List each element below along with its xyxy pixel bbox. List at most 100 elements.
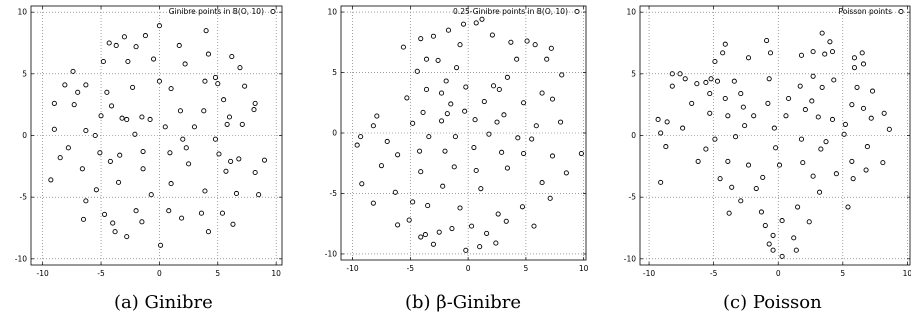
legend-marker: [270, 8, 276, 15]
data-point: [156, 23, 162, 29]
data-point: [93, 187, 99, 193]
data-point: [212, 136, 219, 142]
data-point: [521, 151, 527, 157]
data-point: [499, 149, 505, 155]
data-point: [559, 72, 565, 78]
data-point: [563, 170, 569, 176]
data-point: [869, 88, 876, 94]
x-tick-label: 5: [524, 264, 529, 273]
data-point: [98, 113, 104, 119]
data-point: [800, 160, 806, 166]
data-point: [658, 130, 664, 136]
x-tick-label: 10: [903, 269, 911, 278]
data-point: [504, 165, 510, 171]
data-point: [745, 55, 752, 61]
data-point: [810, 49, 816, 55]
data-point: [859, 50, 865, 56]
data-point: [786, 95, 792, 102]
data-point: [183, 145, 189, 151]
data-point: [776, 162, 783, 168]
data-point: [418, 36, 424, 42]
data-point: [400, 44, 406, 50]
data-point: [770, 247, 776, 253]
data-point: [779, 218, 785, 224]
y-tick-label: 10: [626, 8, 636, 17]
data-point: [113, 42, 119, 49]
data-point: [726, 210, 732, 216]
data-point: [738, 91, 744, 97]
data-point: [201, 108, 207, 114]
data-point: [819, 30, 825, 36]
data-point: [539, 180, 545, 186]
data-point: [436, 229, 442, 235]
y-tick-label: -10: [624, 254, 636, 263]
data-point: [410, 120, 416, 126]
data-point: [547, 195, 553, 201]
y-tick-label: 0: [631, 131, 636, 140]
data-point: [548, 45, 554, 51]
data-point: [664, 119, 670, 125]
y-tick-label: 10: [17, 8, 27, 17]
data-point: [205, 51, 212, 57]
data-point: [440, 183, 446, 189]
data-point: [463, 84, 469, 90]
data-point: [533, 123, 539, 129]
data-point: [798, 52, 805, 58]
data-point: [707, 91, 713, 97]
x-tick-label: -10: [346, 264, 358, 273]
data-point: [51, 126, 57, 132]
data-point: [418, 169, 424, 175]
data-point: [80, 216, 87, 222]
data-point: [731, 78, 737, 84]
legend-marker: [574, 8, 580, 15]
data-point: [766, 76, 772, 82]
data-point: [423, 56, 430, 62]
data-point: [751, 113, 757, 119]
y-tick-label: 0: [332, 129, 337, 138]
data-point: [714, 78, 721, 84]
data-point: [410, 199, 416, 205]
data-point: [578, 151, 584, 157]
data-point: [764, 37, 770, 44]
data-point: [51, 100, 57, 106]
data-point: [106, 40, 112, 46]
y-tick-label: 5: [631, 69, 636, 78]
data-point: [762, 222, 768, 229]
data-point: [712, 136, 718, 142]
data-point: [202, 188, 208, 194]
data-point: [457, 205, 463, 211]
legend-label: Ginibre points in B(O, 10): [169, 7, 264, 16]
caption-poisson: (c) Poisson: [723, 292, 822, 313]
data-point: [426, 134, 432, 140]
data-point: [532, 42, 538, 48]
data-point: [707, 110, 713, 116]
scatter-plot-poisson: -10 -5 0 5 10 -10 -5 0 5 10 Poisson points: [624, 5, 911, 278]
data-point: [100, 58, 106, 65]
data-point: [92, 132, 98, 139]
scatter-panel-poisson: -10 -5 0 5 10 -10 -5 0 5 10 Poisson points (c) Poi…: [616, 0, 911, 326]
data-point: [689, 100, 695, 106]
data-point: [219, 210, 226, 216]
data-point: [110, 220, 116, 226]
data-point: [205, 229, 212, 235]
data-point: [457, 42, 463, 48]
data-point: [177, 108, 183, 114]
data-point: [854, 84, 860, 90]
data-point: [490, 83, 497, 89]
data-point: [83, 128, 89, 134]
data-point: [484, 230, 490, 236]
data-point: [521, 100, 527, 106]
data-point: [809, 98, 815, 104]
data-point: [395, 222, 401, 228]
data-point: [863, 167, 869, 173]
data-point: [448, 101, 454, 107]
data-point: [417, 148, 423, 154]
data-point: [65, 145, 71, 151]
data-point: [422, 232, 428, 238]
data-point: [712, 58, 718, 65]
scatter-plot-beta-ginibre: -10 -5 0 5 10 -10 -5 0 5 10 0.25-Ginibre points in…: [325, 5, 589, 273]
data-point: [797, 83, 803, 89]
data-point: [829, 49, 836, 55]
data-point: [851, 65, 857, 71]
data-point: [125, 58, 131, 65]
